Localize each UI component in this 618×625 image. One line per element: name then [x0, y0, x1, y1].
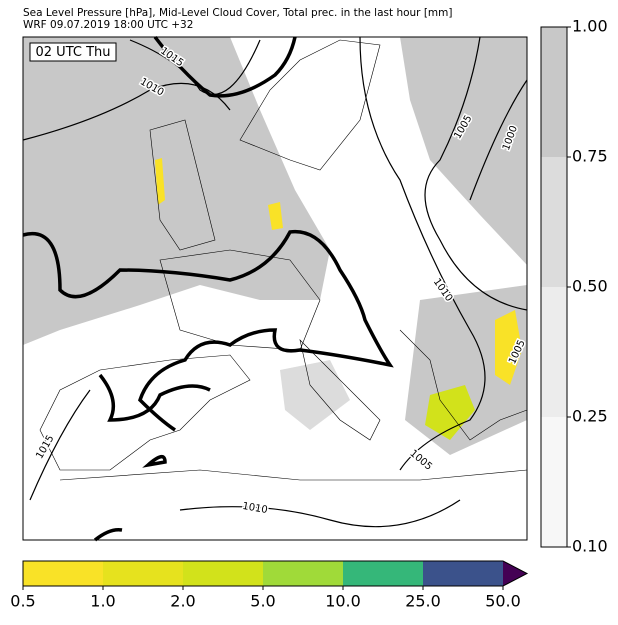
- isobar: [29, 389, 91, 501]
- colorbar-tick-label: 5.0: [250, 592, 275, 611]
- coastline: [59, 469, 528, 481]
- isobar-1015: [22, 229, 394, 432]
- colorbar-segment: [23, 561, 103, 586]
- coastline: [39, 354, 251, 471]
- precip-colorbar: 0.5 1.0 2.0 5.0 10.0 25.0 50.0: [10, 560, 529, 611]
- isobar: [22, 82, 231, 141]
- colorbar-tick-label: 0.10: [572, 537, 608, 556]
- colorbar-tick-label: 10.0: [325, 592, 361, 611]
- isobar: [179, 499, 461, 528]
- colorbar-tick-label: 2.0: [170, 592, 195, 611]
- isobar: [129, 39, 261, 95]
- colorbar-tick-label: 0.5: [10, 592, 35, 611]
- coastline: [149, 119, 216, 251]
- isobar-1015: [142, 455, 167, 468]
- isobar: [469, 79, 528, 201]
- colorbar-segment: [541, 417, 567, 547]
- colorbar-tick-label: 1.0: [90, 592, 115, 611]
- coastline: [159, 249, 321, 351]
- thick-isobars: [22, 35, 394, 542]
- colorbar-segment: [103, 561, 183, 586]
- cloud-area: [280, 360, 350, 430]
- precip-area: [495, 310, 522, 385]
- colorbar-tick-label: 50.0: [485, 592, 521, 611]
- isobar: [424, 36, 528, 311]
- colorbar-tick-label: 0.50: [572, 277, 608, 296]
- cloud-area: [23, 37, 330, 345]
- subtitle: WRF 09.07.2019 18:00 UTC +32: [23, 19, 193, 31]
- precip-area: [155, 158, 165, 205]
- isobar-1015: [98, 373, 211, 422]
- colorbar-segment: [263, 561, 343, 586]
- colorbar-tick-label: 1.00: [572, 17, 608, 36]
- colorbar-tick-label: 0.75: [572, 147, 608, 166]
- isobar-1015: [93, 527, 123, 542]
- coastline: [239, 39, 381, 171]
- colorbar-extension: [503, 561, 527, 586]
- colorbar-frame: [22, 560, 529, 587]
- isobar: [359, 36, 486, 471]
- precip-areas: [155, 158, 522, 440]
- cloud-areas: [23, 37, 527, 455]
- title: Sea Level Pressure [hPa], Mid-Level Clou…: [23, 7, 453, 19]
- coastlines: [39, 39, 528, 481]
- colorbar-segment: [541, 287, 567, 417]
- colorbar-tick-label: 25.0: [405, 592, 441, 611]
- colorbar-segment: [343, 561, 423, 586]
- cloud-area: [400, 37, 527, 265]
- isobars: [22, 36, 528, 528]
- colorbar-segment: [541, 157, 567, 287]
- precip-area: [425, 385, 475, 440]
- time-label: 02 UTC Thu: [36, 45, 111, 60]
- coastline: [299, 339, 381, 441]
- colorbar-segment: [183, 561, 263, 586]
- colorbar-tick-label: 0.25: [572, 407, 608, 426]
- colorbar-segment: [423, 561, 503, 586]
- colorbar-segment: [541, 27, 567, 157]
- isobar-1015: [153, 35, 297, 98]
- coastline: [399, 329, 528, 441]
- time-box: [29, 42, 117, 62]
- cloud-colorbar: 0.10 0.25 0.50 0.75 1.00: [540, 17, 608, 556]
- precip-area: [268, 202, 283, 230]
- map-frame: [22, 36, 528, 541]
